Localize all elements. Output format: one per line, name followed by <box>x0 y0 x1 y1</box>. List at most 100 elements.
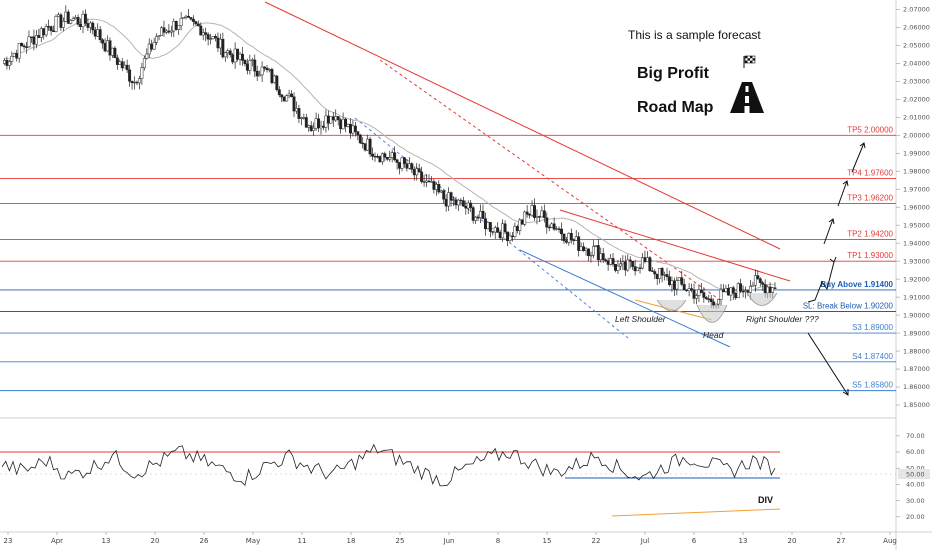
candle-body <box>736 283 740 299</box>
candle-body <box>515 226 519 231</box>
candle-body <box>729 287 733 296</box>
rsi-tick-label: 30.00 <box>906 497 925 505</box>
candle-body <box>147 43 151 55</box>
time-tick-label: 8 <box>496 537 500 545</box>
candle-body <box>96 29 100 37</box>
candle-body <box>216 37 220 49</box>
price-tick-label: 2.00000 <box>903 131 930 139</box>
candle-body <box>346 123 350 127</box>
candle-body <box>238 53 242 60</box>
price-tick-label: 1.92000 <box>903 275 930 283</box>
candle-body <box>349 123 352 134</box>
candle-body <box>86 23 90 28</box>
candle-body <box>594 245 598 247</box>
candle-body <box>660 268 664 276</box>
level-label: SL: Break Below 1.90200 <box>803 302 894 311</box>
candle-body <box>768 286 772 293</box>
candle-body <box>466 202 470 209</box>
candle-body <box>437 184 441 193</box>
candle-body <box>439 190 443 193</box>
candle-body <box>356 131 360 136</box>
candle-body <box>155 36 159 43</box>
candle-body <box>481 211 485 219</box>
candle-body <box>133 81 136 84</box>
candle-body <box>420 171 424 182</box>
candle-body <box>452 199 455 201</box>
price-tick-label: 1.91000 <box>903 293 930 301</box>
annotation-head: Head <box>703 330 724 340</box>
candle-body <box>493 227 497 233</box>
candle-body <box>91 22 95 31</box>
candle-body <box>393 152 397 161</box>
candle-body <box>599 253 603 261</box>
candle-body <box>687 288 691 292</box>
candle-body <box>76 17 80 25</box>
candle-body <box>400 157 404 169</box>
candle-body <box>295 108 298 112</box>
candle-body <box>204 32 208 35</box>
channel-support-line <box>519 249 731 348</box>
candle-body <box>758 278 762 283</box>
candle-body <box>547 226 551 229</box>
annotation-div: DIV <box>758 495 773 505</box>
candle-body <box>39 28 43 38</box>
arrow-down <box>807 332 849 396</box>
candle-body <box>520 219 524 225</box>
candle-body <box>236 48 240 60</box>
candle-body <box>540 210 544 218</box>
candle-body <box>371 153 374 157</box>
candle-body <box>695 295 698 299</box>
candle-body <box>137 78 141 84</box>
arrow-up-4 <box>851 142 865 173</box>
candle-body <box>537 216 541 218</box>
candle-body <box>692 289 696 299</box>
arrowhead-down <box>842 389 849 396</box>
candles <box>3 5 777 309</box>
candle-body <box>83 13 87 24</box>
candle-body <box>564 240 568 243</box>
price-tick-label: 1.98000 <box>903 167 930 175</box>
candle-body <box>557 228 561 230</box>
candle-body <box>422 181 426 183</box>
candle-body <box>194 21 198 25</box>
candle-body <box>434 184 438 190</box>
arrowhead-1 <box>829 256 837 263</box>
candle-body <box>643 257 647 262</box>
candle-body <box>174 20 178 30</box>
candle-body <box>135 81 139 84</box>
time-tick-label: 6 <box>692 537 697 545</box>
candle-body <box>739 283 743 292</box>
candle-body <box>753 275 757 286</box>
candle-body <box>167 30 171 33</box>
candle-body <box>709 298 713 303</box>
price-tick-label: 2.04000 <box>903 60 930 68</box>
candle-body <box>403 157 406 164</box>
candle-body <box>415 168 419 176</box>
price-tick-label: 1.96000 <box>903 203 930 211</box>
candle-body <box>339 119 343 130</box>
candle-body <box>150 43 154 50</box>
candle-body <box>255 70 259 77</box>
candle-body <box>658 268 662 279</box>
arrowhead-4 <box>859 142 866 149</box>
time-axis: 23 Apr 13 20 26 May 11 18 25 Jun 8 15 22 Jul 6 13 20 27 Au… <box>0 531 932 545</box>
candle-body <box>363 143 367 151</box>
time-axis-labels: 23 Apr 13 20 26 May 11 18 25 Jun 8 15 22 Jul 6 13 20 27 Au… <box>4 532 897 545</box>
candle-body <box>510 235 514 238</box>
candle-body <box>27 36 31 48</box>
candle-body <box>766 286 770 294</box>
candle-body <box>719 289 723 300</box>
candle-body <box>623 261 627 271</box>
candle-body <box>550 223 554 228</box>
candle-body <box>34 35 38 45</box>
candle-body <box>248 60 252 71</box>
candle-body <box>731 287 735 294</box>
level-label: TP3 1.96200 <box>847 194 893 203</box>
rsi-tick-label: 20.00 <box>906 513 925 521</box>
candle-body <box>464 205 468 209</box>
candle-body <box>773 287 777 289</box>
candle-body <box>297 108 301 119</box>
candle-body <box>591 246 595 256</box>
candle-body <box>231 54 235 63</box>
